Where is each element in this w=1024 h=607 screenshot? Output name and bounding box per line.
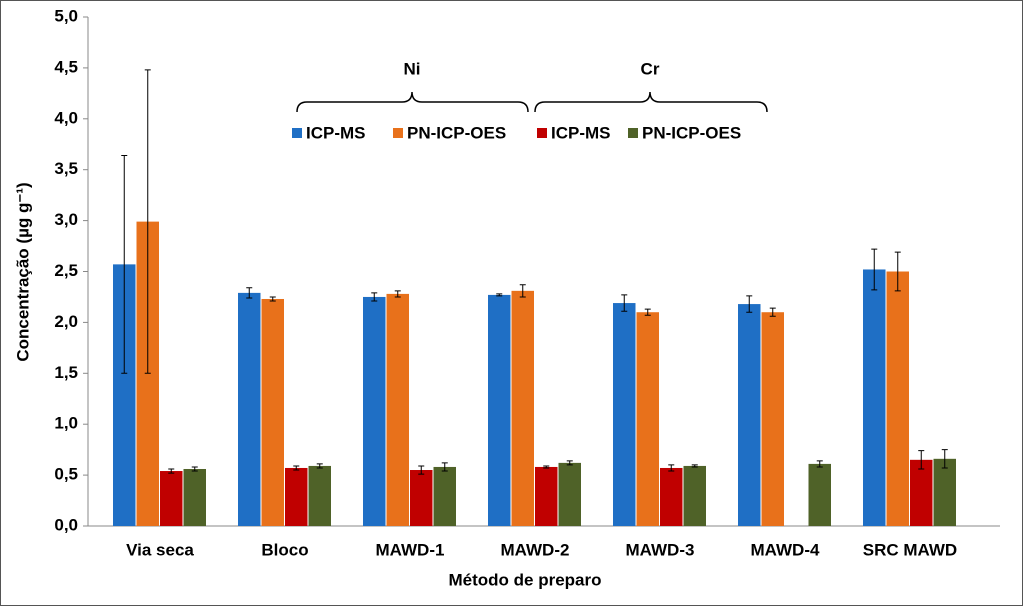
error-bar [293, 465, 300, 471]
legend-label: ICP-MS [306, 123, 366, 142]
x-tick-label: MAWD-3 [626, 540, 695, 559]
bar [738, 304, 761, 526]
bar [636, 312, 659, 526]
y-tick-label: 4,0 [54, 108, 78, 127]
bar [136, 221, 159, 527]
y-tick-label: 0,0 [54, 515, 78, 534]
error-bar [894, 251, 901, 292]
error-bar [566, 460, 573, 466]
y-tick-label: 3,5 [54, 159, 78, 178]
error-bar [816, 460, 823, 468]
bar [613, 303, 636, 526]
y-tick-label: 1,0 [54, 414, 78, 433]
bar [910, 459, 933, 526]
bar [261, 298, 284, 526]
x-tick-label: Bloco [261, 540, 308, 559]
bar [886, 271, 909, 526]
error-bar [644, 308, 651, 316]
error-bar [441, 462, 448, 472]
error-bar [121, 154, 128, 374]
brace [296, 91, 529, 113]
error-bar [543, 465, 550, 469]
error-bar [316, 463, 323, 469]
bar [933, 458, 956, 526]
error-bar [168, 468, 175, 474]
bar [160, 471, 183, 526]
x-axis-label: Método de preparo [448, 570, 601, 589]
error-bar [144, 69, 151, 374]
y-tick-label: 5,0 [54, 6, 78, 25]
bar [511, 290, 534, 526]
legend-swatch [292, 128, 302, 138]
bar [285, 467, 308, 526]
y-tick-label: 4,5 [54, 57, 78, 76]
error-bar [496, 293, 503, 297]
bar [308, 465, 331, 526]
bar [238, 292, 261, 526]
bar [386, 293, 409, 526]
x-tick-label: MAWD-2 [501, 540, 570, 559]
legend-label: PN-ICP-OES [642, 123, 741, 142]
error-bar [394, 290, 401, 298]
error-bar [871, 248, 878, 291]
bar [183, 468, 206, 526]
bar [863, 269, 886, 526]
y-tick-label: 1,5 [54, 363, 78, 382]
error-bar [418, 465, 425, 475]
bar [558, 462, 581, 526]
legend-swatch [393, 128, 403, 138]
bar [363, 296, 386, 526]
bar [113, 264, 136, 526]
legend-label: ICP-MS [551, 123, 611, 142]
bar [683, 465, 706, 526]
error-bar [621, 294, 628, 312]
y-axis-label: Concentração (µg g⁻¹) [13, 182, 32, 361]
bar [808, 463, 831, 526]
x-tick-label: SRC MAWD [863, 540, 957, 559]
y-tick-label: 3,0 [54, 210, 78, 229]
y-tick-label: 0,5 [54, 465, 78, 484]
error-bar [941, 449, 948, 469]
annotation: Cr [641, 59, 660, 78]
legend-swatch [628, 128, 638, 138]
x-tick-label: MAWD-1 [376, 540, 445, 559]
bar [660, 467, 683, 526]
legend-swatch [537, 128, 547, 138]
x-tick-label: Via seca [126, 540, 194, 559]
y-tick-label: 2,0 [54, 312, 78, 331]
error-bar [691, 464, 698, 468]
error-bar [918, 450, 925, 470]
error-bar [191, 466, 198, 472]
annotation: Ni [404, 59, 421, 78]
error-bar [246, 287, 253, 299]
error-bar [746, 295, 753, 313]
error-bar [371, 292, 378, 302]
x-tick-label: MAWD-4 [751, 540, 820, 559]
error-bar [668, 464, 675, 472]
error-bar [769, 307, 776, 317]
bar [761, 312, 784, 526]
legend-label: PN-ICP-OES [407, 123, 506, 142]
brace [534, 91, 768, 113]
error-bar [519, 284, 526, 298]
bar [410, 470, 433, 526]
y-tick-label: 2,5 [54, 261, 78, 280]
error-bar [269, 296, 276, 302]
bar [433, 466, 456, 526]
bar [535, 466, 558, 526]
bar [488, 294, 511, 526]
